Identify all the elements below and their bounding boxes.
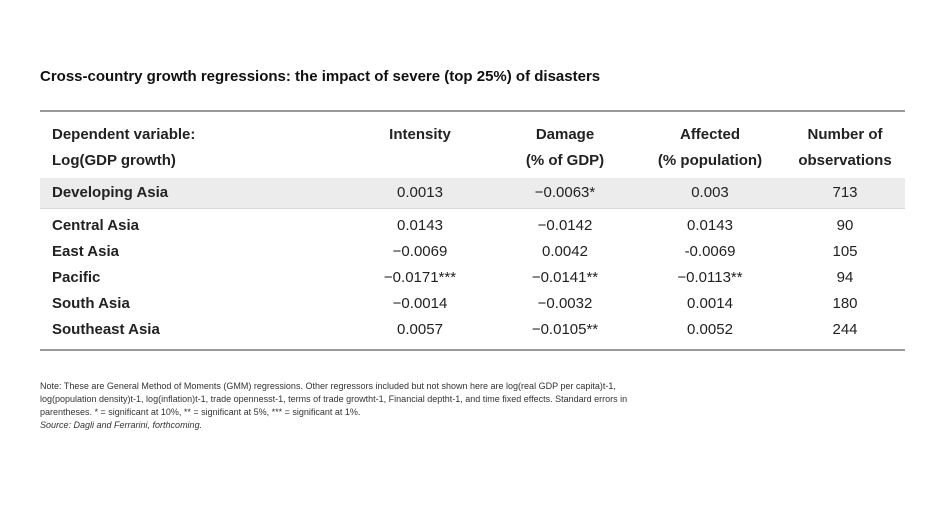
table-row-central-asia: Central Asia 0.0143 −0.0142 0.0143 90 <box>40 213 905 239</box>
cell-damage: −0.0142 <box>537 217 593 234</box>
table-bottom-rule <box>40 349 905 351</box>
header-dependent-variable: Dependent variable: Log(GDP growth) <box>52 122 195 174</box>
header-intensity-line1: Intensity <box>389 126 451 143</box>
cell-damage: −0.0141** <box>531 269 599 286</box>
cell-affected: −0.0113** <box>677 269 743 286</box>
table-notes: Note: These are General Method of Moment… <box>40 380 900 432</box>
header-affected: Affected (% population) <box>635 122 785 174</box>
table-row-developing-asia: Developing Asia 0.0013 −0.0063* 0.003 71… <box>40 178 905 209</box>
cell-intensity: 0.0057 <box>397 321 443 338</box>
regression-table: Dependent variable: Log(GDP growth) Inte… <box>40 110 905 351</box>
cell-affected: 0.0014 <box>687 295 733 312</box>
table-body: Developing Asia 0.0013 −0.0063* 0.003 71… <box>40 178 905 343</box>
header-observations-line2: observations <box>798 152 892 169</box>
header-damage-line1: Damage <box>535 126 595 143</box>
cell-damage: −0.0063* <box>534 184 596 201</box>
header-observations: Number of observations <box>785 122 905 174</box>
header-affected-line2: (% population) <box>657 152 763 169</box>
header-intensity: Intensity <box>345 122 495 148</box>
note-line-3: parentheses. * = significant at 10%, ** … <box>40 407 361 417</box>
cell-observations: 105 <box>832 243 858 260</box>
cell-damage: −0.0032 <box>537 295 593 312</box>
row-label: Pacific <box>52 269 101 286</box>
row-label: East Asia <box>52 243 119 260</box>
cell-intensity: −0.0171*** <box>383 269 457 286</box>
cell-affected: 0.0143 <box>687 217 733 234</box>
header-damage: Damage (% of GDP) <box>495 122 635 174</box>
cell-intensity: −0.0069 <box>392 243 448 260</box>
cell-affected: 0.003 <box>691 184 729 201</box>
header-dependent-variable-line2: Log(GDP growth) <box>52 152 176 169</box>
cell-observations: 244 <box>832 321 858 338</box>
header-affected-line1: Affected <box>679 126 740 143</box>
cell-observations: 713 <box>832 184 858 201</box>
cell-observations: 180 <box>832 295 858 312</box>
cell-affected: 0.0052 <box>687 321 733 338</box>
header-observations-line1: Number of <box>807 126 883 143</box>
table-row-pacific: Pacific −0.0171*** −0.0141** −0.0113** 9… <box>40 265 905 291</box>
row-label: South Asia <box>52 295 130 312</box>
cell-affected: -0.0069 <box>684 243 736 260</box>
row-label: Central Asia <box>52 217 139 234</box>
table-top-rule <box>40 110 905 112</box>
cell-observations: 94 <box>836 269 854 286</box>
table-title: Cross-country growth regressions: the im… <box>40 68 601 85</box>
cell-intensity: 0.0013 <box>397 184 443 201</box>
note-line-1: Note: These are General Method of Moment… <box>40 381 616 391</box>
cell-intensity: 0.0143 <box>397 217 443 234</box>
table-row-southeast-asia: Southeast Asia 0.0057 −0.0105** 0.0052 2… <box>40 317 905 343</box>
header-dependent-variable-line1: Dependent variable: <box>52 126 196 143</box>
cell-intensity: −0.0014 <box>392 295 448 312</box>
cell-damage: 0.0042 <box>542 243 588 260</box>
table-header-row: Dependent variable: Log(GDP growth) Inte… <box>40 112 905 178</box>
note-line-2: log(population density)t-1, log(inflatio… <box>40 394 628 404</box>
table-row-east-asia: East Asia −0.0069 0.0042 -0.0069 105 <box>40 239 905 265</box>
header-damage-line2: (% of GDP) <box>525 152 605 169</box>
row-label: Developing Asia <box>52 184 169 201</box>
source-line: Source: Dagli and Ferrarini, forthcoming… <box>40 420 203 430</box>
cell-observations: 90 <box>836 217 854 234</box>
row-label: Southeast Asia <box>52 321 160 338</box>
table-row-south-asia: South Asia −0.0014 −0.0032 0.0014 180 <box>40 291 905 317</box>
cell-damage: −0.0105** <box>531 321 599 338</box>
